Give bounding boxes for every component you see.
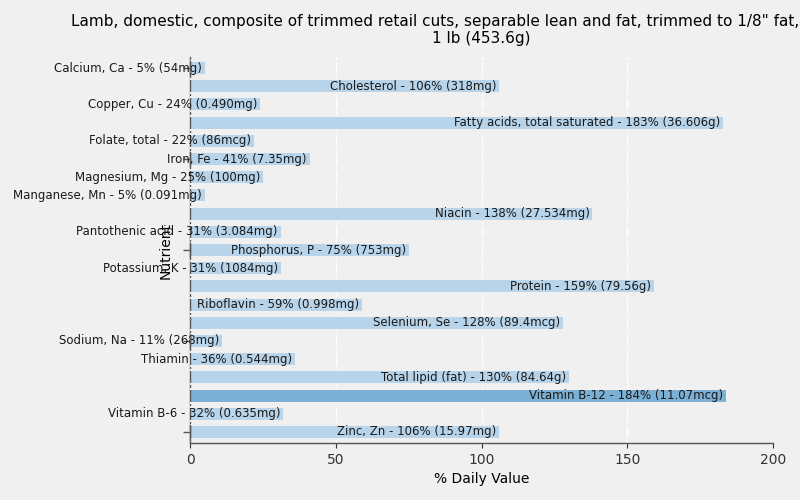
Bar [190,316,563,330]
Text: Copper, Cu - 24% (0.490mg): Copper, Cu - 24% (0.490mg) [88,98,258,111]
Title: Lamb, domestic, composite of trimmed retail cuts, separable lean and fat, trimme: Lamb, domestic, composite of trimmed ret… [71,14,800,46]
Y-axis label: Nutrient: Nutrient [159,222,173,278]
Text: Total lipid (fat) - 130% (84.64g): Total lipid (fat) - 130% (84.64g) [381,371,566,384]
Bar [190,388,726,402]
Text: Thiamin - 36% (0.544mg): Thiamin - 36% (0.544mg) [141,352,292,366]
Text: Iron, Fe - 41% (7.35mg): Iron, Fe - 41% (7.35mg) [167,152,306,166]
Bar [190,170,263,184]
Text: Calcium, Ca - 5% (54mg): Calcium, Ca - 5% (54mg) [54,62,202,74]
Text: Zinc, Zn - 106% (15.97mg): Zinc, Zn - 106% (15.97mg) [337,426,496,438]
Text: Folate, total - 22% (86mcg): Folate, total - 22% (86mcg) [90,134,251,147]
Bar [190,280,654,293]
Text: Vitamin B-6 - 32% (0.635mg): Vitamin B-6 - 32% (0.635mg) [108,407,281,420]
Bar [190,116,723,130]
Bar [190,225,281,238]
Bar [190,407,283,420]
Bar [190,62,205,75]
Bar [190,152,310,166]
Bar [190,243,409,257]
Text: Fatty acids, total saturated - 183% (36.606g): Fatty acids, total saturated - 183% (36.… [454,116,721,129]
Bar [190,207,592,220]
Bar [190,352,295,366]
Text: Selenium, Se - 128% (89.4mcg): Selenium, Se - 128% (89.4mcg) [373,316,560,330]
Bar [190,262,281,275]
Bar [190,334,222,348]
Bar [190,298,362,312]
Bar [190,98,260,112]
Bar [190,188,205,202]
Text: Magnesium, Mg - 25% (100mg): Magnesium, Mg - 25% (100mg) [74,170,260,183]
Text: Niacin - 138% (27.534mg): Niacin - 138% (27.534mg) [434,207,590,220]
Bar [190,80,499,93]
Bar [190,425,499,438]
X-axis label: % Daily Value: % Daily Value [434,472,530,486]
Text: Phosphorus, P - 75% (753mg): Phosphorus, P - 75% (753mg) [230,244,406,256]
Text: Cholesterol - 106% (318mg): Cholesterol - 106% (318mg) [330,80,496,93]
Text: Manganese, Mn - 5% (0.091mg): Manganese, Mn - 5% (0.091mg) [13,189,202,202]
Text: Protein - 159% (79.56g): Protein - 159% (79.56g) [510,280,650,293]
Text: Sodium, Na - 11% (268mg): Sodium, Na - 11% (268mg) [59,334,219,347]
Text: Riboflavin - 59% (0.998mg): Riboflavin - 59% (0.998mg) [197,298,359,311]
Bar [190,370,569,384]
Text: Vitamin B-12 - 184% (11.07mcg): Vitamin B-12 - 184% (11.07mcg) [530,389,723,402]
Bar [190,134,254,147]
Text: Potassium, K - 31% (1084mg): Potassium, K - 31% (1084mg) [102,262,278,274]
Text: Pantothenic acid - 31% (3.084mg): Pantothenic acid - 31% (3.084mg) [76,226,278,238]
